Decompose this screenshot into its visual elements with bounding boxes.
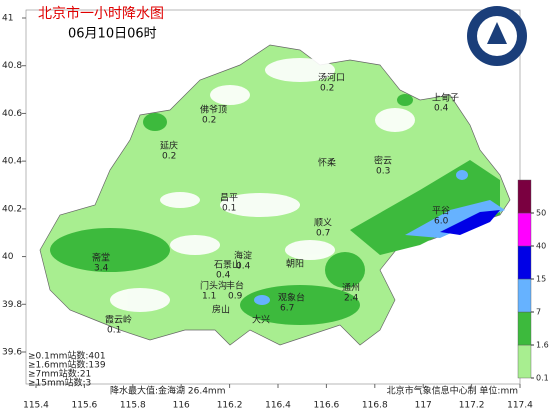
station-name: 丰台 (226, 280, 244, 292)
x-tick-label: 116.4 (265, 401, 291, 411)
station-value: 0.4 (216, 271, 231, 281)
x-tick-label: 117.4 (507, 401, 533, 411)
legend-bin (517, 245, 532, 280)
legend-tick-label: 7 (536, 308, 541, 317)
station-name: 海淀 (234, 250, 252, 262)
y-tick-label: 39.6 (2, 348, 22, 358)
station-value: 6.0 (434, 217, 449, 227)
station-value: 3.4 (94, 264, 109, 274)
station-value: 0.2 (320, 84, 334, 94)
y-tick-label: 40.6 (2, 109, 22, 119)
station-value: 0.2 (162, 152, 176, 162)
legend-tick-label: 50 (536, 209, 546, 218)
station-value: 6.7 (280, 304, 294, 314)
station-value: 0.7 (316, 229, 330, 239)
y-tick-label: 40.4 (2, 157, 22, 167)
x-tick-label: 117.2 (459, 401, 485, 411)
stat-line: ≥15mm站数:3 (28, 377, 91, 389)
station-value: 0.1 (222, 204, 236, 214)
station-name: 顺义 (314, 218, 332, 229)
x-tick-label: 117 (415, 401, 432, 411)
station-name: 平谷 (432, 206, 450, 217)
y-tick-label: 40.2 (2, 204, 22, 214)
x-tick-label: 116.2 (217, 401, 243, 411)
credit: 北京市气象信息中心制 单位:mm (387, 385, 518, 397)
station-name: 佛爷顶 (200, 104, 227, 116)
x-tick-label: 116.6 (314, 401, 340, 411)
station-value: 2.4 (344, 294, 359, 304)
station-name: 朝阳 (286, 259, 304, 270)
legend-bin (517, 278, 532, 313)
y-tick-label: 39.8 (2, 300, 22, 310)
station-name: 大兴 (252, 314, 270, 326)
station-value: 1.1 (202, 292, 216, 302)
station-name: 怀柔 (318, 157, 336, 169)
station-name: 延庆 (160, 140, 178, 152)
white-patches (110, 58, 415, 312)
very-heavy-rain-areas (254, 170, 505, 305)
x-tick-label: 116.8 (362, 401, 388, 411)
y-tick-label: 41 (2, 14, 13, 24)
station-name: 门头沟 (200, 280, 227, 292)
station-name: 房山 (212, 304, 230, 316)
legend-bin (517, 311, 532, 346)
x-tick-label: 115.8 (120, 401, 146, 411)
station-name: 观象台 (278, 292, 305, 304)
title: 北京市一小时降水图 (38, 5, 164, 22)
stat-line: ≥7mm站数:21 (28, 368, 91, 380)
legend-bin (517, 212, 532, 247)
legend-tick-label: 0.1 (536, 374, 549, 383)
legend-bin (517, 179, 532, 214)
stat-line: ≥0.1mm站数:401 (28, 350, 106, 362)
station-name: 上甸子 (432, 92, 459, 104)
x-tick-label: 115.4 (23, 401, 49, 411)
station-name: 通州 (342, 283, 360, 294)
station-name: 密云 (374, 155, 392, 167)
legend-tick-label: 1.6 (536, 341, 549, 350)
station-name: 汤河口 (318, 72, 345, 84)
legend-bin (517, 344, 532, 379)
station-value: 0.9 (228, 292, 243, 302)
station-value: 0.4 (236, 262, 251, 272)
legend-tick-label: 40 (536, 242, 546, 251)
x-tick-label: 116 (173, 401, 190, 411)
station-value: 0.2 (202, 116, 216, 126)
station-name: 昌平 (220, 193, 238, 204)
legend-tick-label: 15 (536, 275, 546, 284)
stat-line: ≥1.6mm站数:139 (28, 359, 106, 371)
heavy-rain-areas (50, 94, 500, 325)
y-tick-label: 40.8 (2, 61, 22, 71)
station-value: 0.3 (376, 167, 390, 177)
x-tick-label: 115.6 (72, 401, 98, 411)
max-note: 降水最大值:金海湖 26.4mm (110, 385, 225, 397)
station-name: 石景山 (214, 260, 241, 271)
y-tick-label: 40 (2, 252, 14, 262)
station-value: 0.1 (107, 326, 121, 336)
logo (467, 6, 527, 66)
station-name: 霞云岭 (105, 314, 132, 326)
subtitle: 06月10日06时 (68, 27, 157, 42)
station-name: 斋堂 (92, 252, 110, 264)
station-value: 0.4 (434, 104, 449, 114)
